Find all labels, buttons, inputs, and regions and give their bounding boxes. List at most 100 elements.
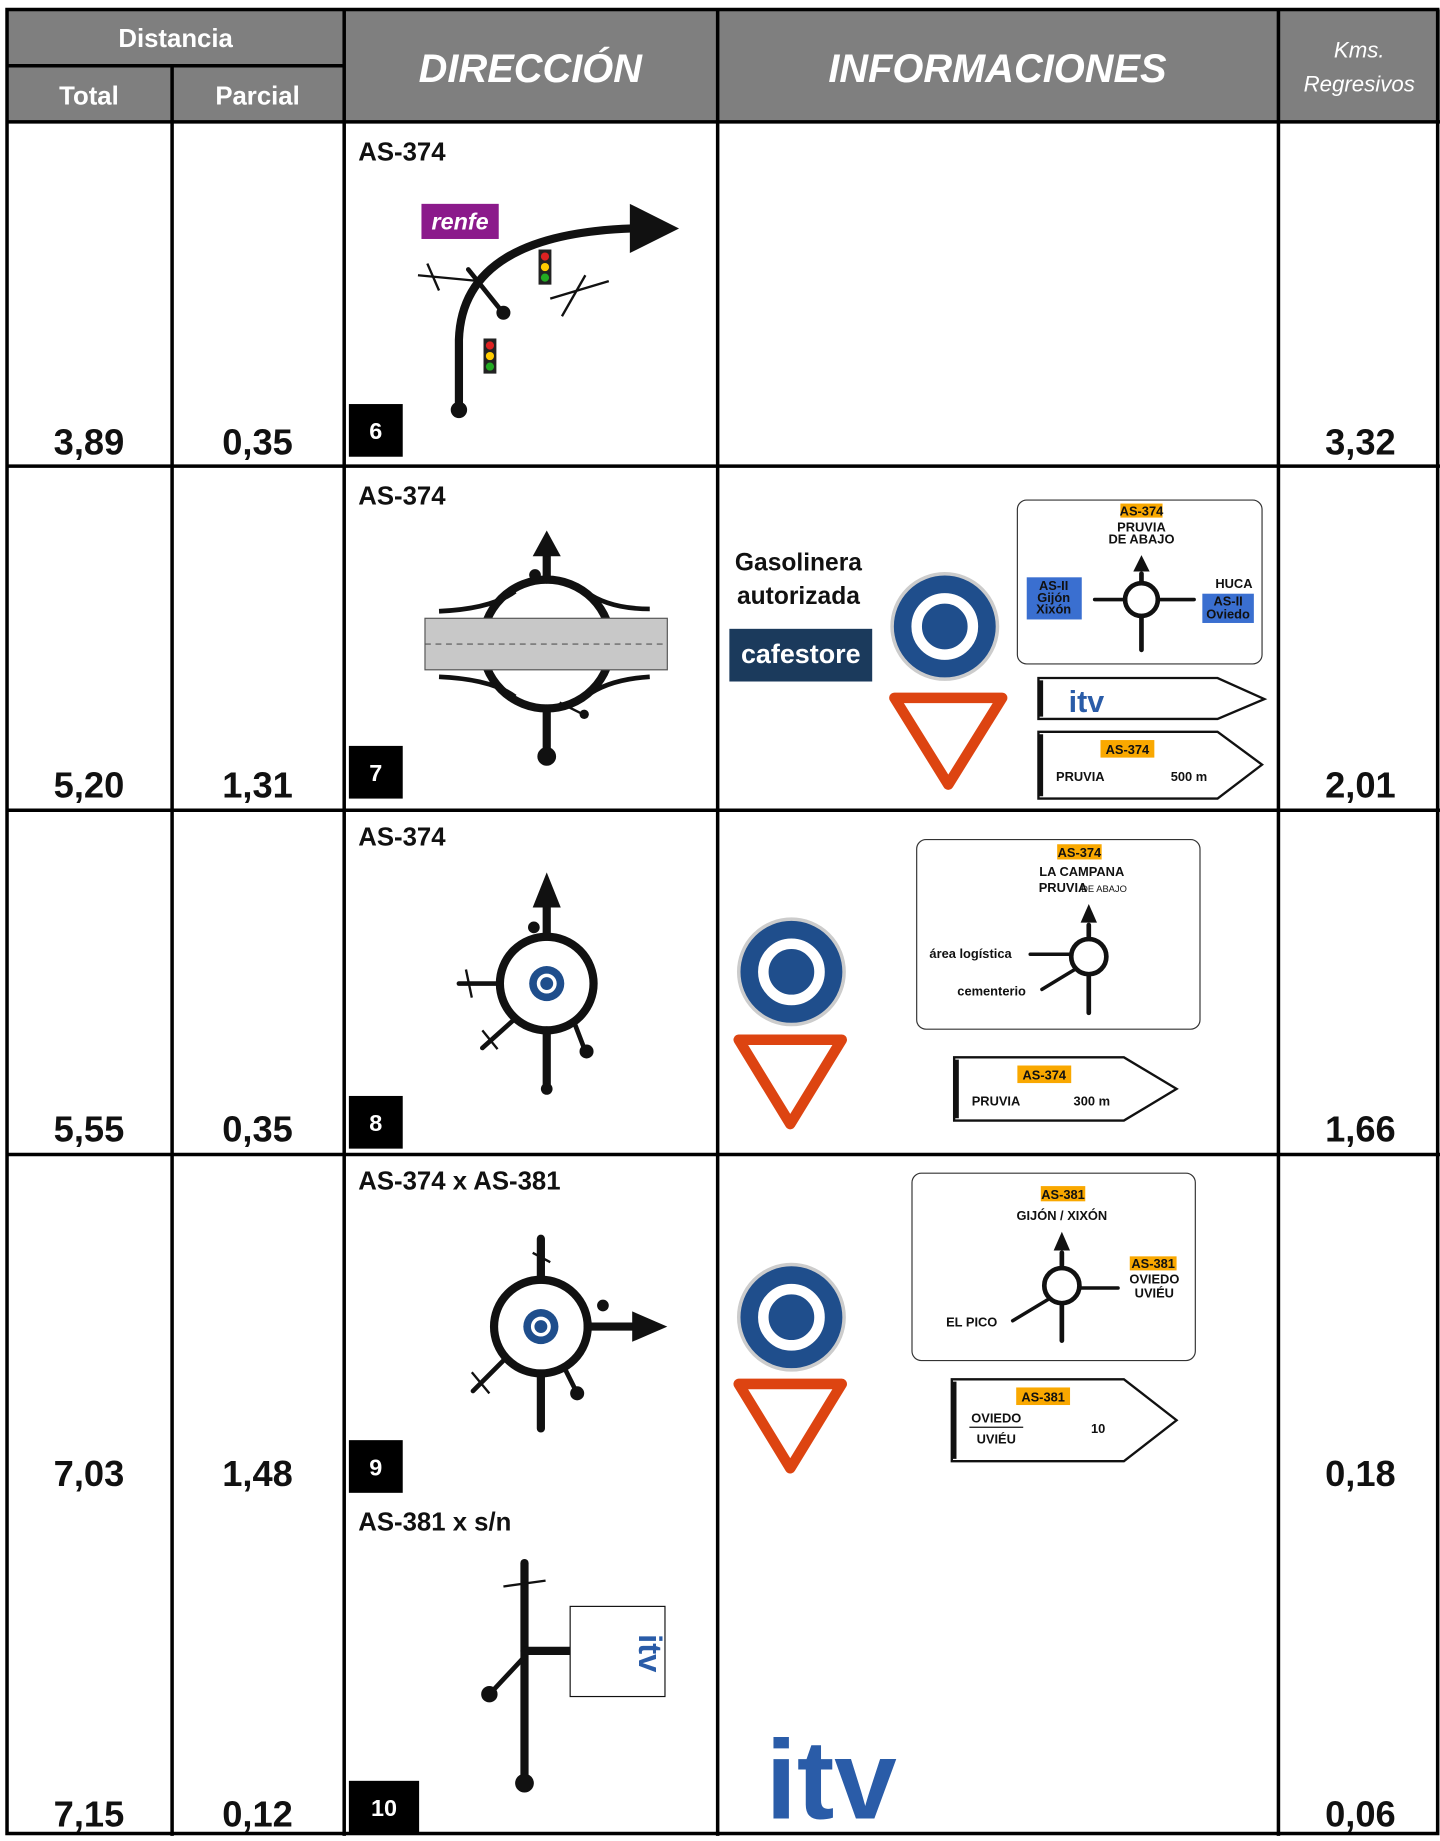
circle bbox=[523, 1309, 559, 1345]
label: AS-374 bbox=[1120, 503, 1164, 518]
label: 1,48 bbox=[222, 1453, 293, 1494]
label: 5,55 bbox=[54, 1109, 125, 1150]
label: HUCA bbox=[1215, 576, 1252, 591]
circle bbox=[540, 262, 550, 272]
box bbox=[348, 1440, 403, 1493]
box bbox=[569, 1605, 666, 1698]
label: AS-374 bbox=[358, 823, 446, 851]
circle bbox=[515, 1773, 534, 1793]
circle bbox=[485, 351, 495, 361]
label: AS-381 x s/n bbox=[358, 1508, 511, 1536]
circle bbox=[890, 572, 1000, 681]
line bbox=[1010, 1297, 1050, 1323]
label: 0,35 bbox=[222, 1109, 293, 1150]
label: PRUVIA bbox=[1039, 880, 1088, 895]
circle bbox=[540, 273, 550, 282]
line bbox=[532, 1251, 551, 1264]
label: Gasolinera bbox=[735, 549, 862, 576]
label: DE ABAJO bbox=[1108, 531, 1174, 546]
line bbox=[464, 969, 473, 998]
line bbox=[465, 267, 504, 313]
circle bbox=[540, 1083, 553, 1095]
label: 0,06 bbox=[1325, 1793, 1396, 1834]
label: 1,31 bbox=[222, 764, 293, 805]
label: cementerio bbox=[957, 983, 1026, 998]
label: INFORMACIONES bbox=[828, 47, 1167, 91]
label: 10 bbox=[371, 1795, 397, 1821]
box bbox=[348, 1780, 420, 1834]
box bbox=[1057, 844, 1102, 860]
circle bbox=[450, 401, 468, 419]
label: cafestore bbox=[741, 639, 861, 669]
circle bbox=[736, 1262, 846, 1372]
box bbox=[729, 628, 873, 682]
label: AS-381 bbox=[1041, 1187, 1085, 1202]
label: 7,03 bbox=[54, 1453, 125, 1494]
box bbox=[916, 838, 1201, 1030]
sign-shape bbox=[1037, 730, 1265, 800]
label: AS-374 bbox=[1022, 1068, 1066, 1083]
box bbox=[348, 745, 403, 799]
line bbox=[417, 274, 481, 283]
sign-shape bbox=[1053, 1231, 1071, 1251]
group: itv bbox=[481, 1558, 669, 1793]
circle bbox=[736, 917, 846, 1027]
circle bbox=[529, 569, 541, 581]
label: AS-381 bbox=[1131, 1256, 1175, 1271]
label: Parcial bbox=[215, 82, 299, 110]
label: 3,32 bbox=[1325, 421, 1396, 462]
circle bbox=[1068, 936, 1109, 977]
group bbox=[470, 1234, 668, 1433]
label: 7 bbox=[369, 760, 382, 786]
circle bbox=[529, 966, 565, 1002]
label: OVIEDO bbox=[1129, 1271, 1179, 1286]
label: 0,35 bbox=[222, 421, 293, 462]
road bbox=[438, 589, 650, 699]
label: PRUVIA bbox=[1117, 520, 1166, 535]
label: autorizada bbox=[737, 583, 860, 610]
road bbox=[454, 224, 637, 412]
box bbox=[1129, 1256, 1177, 1271]
circle bbox=[485, 341, 495, 350]
group bbox=[5, 7, 1440, 1836]
circle bbox=[911, 593, 979, 660]
label: 1,66 bbox=[1325, 1109, 1396, 1150]
label: 500 m bbox=[1171, 769, 1207, 784]
box bbox=[911, 1172, 1196, 1362]
label: Kms. bbox=[1334, 38, 1385, 63]
group: AS-381 GIJÓN / XIXÓN AS-381 OVIEDOUVIÉU … bbox=[733, 1172, 1196, 1474]
box bbox=[1017, 1065, 1072, 1084]
label: Regresivos bbox=[1304, 71, 1415, 96]
line bbox=[560, 274, 587, 317]
circle bbox=[579, 709, 589, 719]
label: 8 bbox=[369, 1110, 382, 1136]
line bbox=[481, 1029, 499, 1050]
box bbox=[5, 7, 1440, 1836]
label: Distancia bbox=[118, 25, 233, 53]
group bbox=[456, 872, 598, 1095]
box bbox=[1016, 1387, 1071, 1406]
sign-shape bbox=[532, 530, 561, 557]
label: AS-374 bbox=[1106, 742, 1150, 757]
box bbox=[1202, 593, 1254, 623]
label: 7,15 bbox=[54, 1793, 125, 1834]
itv-logo: itv bbox=[766, 1716, 897, 1836]
box bbox=[1040, 1186, 1086, 1202]
label: UVIÉU bbox=[977, 1432, 1016, 1447]
circle bbox=[530, 1316, 551, 1337]
circle bbox=[540, 252, 550, 261]
circle bbox=[536, 973, 557, 994]
line bbox=[489, 1654, 527, 1695]
label: área logística bbox=[929, 946, 1012, 961]
label: PRUVIA bbox=[1056, 769, 1105, 784]
label: itv bbox=[632, 1634, 669, 1673]
group: Gasolinera autorizada cafestore AS-374 P… bbox=[729, 499, 1268, 800]
sign-shape bbox=[1133, 555, 1150, 572]
label: AS-II bbox=[1039, 578, 1068, 593]
sign-shape bbox=[733, 1378, 848, 1474]
sign-shape bbox=[733, 1034, 848, 1130]
circle bbox=[597, 1299, 609, 1312]
box bbox=[348, 404, 403, 457]
line bbox=[559, 701, 584, 716]
